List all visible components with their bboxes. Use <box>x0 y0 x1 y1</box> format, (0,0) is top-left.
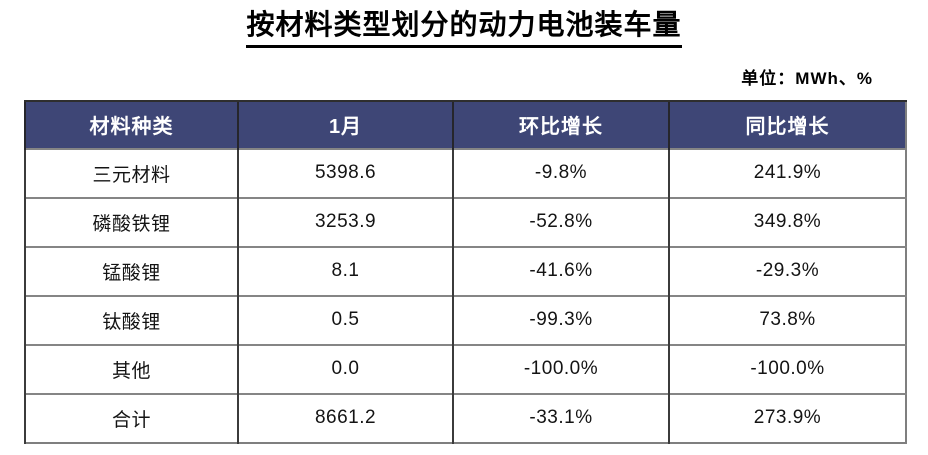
cell-material: 锰酸锂 <box>24 245 238 296</box>
unit-label: 单位：MWh、% <box>741 68 873 88</box>
cell-yoy-growth: -29.3% <box>668 245 906 296</box>
cell-mom-growth: -52.8% <box>452 196 669 247</box>
cell-january: 0.0 <box>237 343 453 394</box>
column-header-mom-growth: 环比增长 <box>452 99 669 149</box>
column-header-material: 材料种类 <box>24 99 238 149</box>
cell-yoy-growth: 273.9% <box>668 392 906 443</box>
cell-yoy-growth: 241.9% <box>668 147 906 198</box>
table-row-total: 合计 8661.2 -33.1% 273.9% <box>24 392 906 443</box>
cell-mom-growth: -100.0% <box>452 343 669 394</box>
table-header-row: 材料种类 1月 环比增长 同比增长 <box>24 99 906 149</box>
cell-january: 0.5 <box>237 294 453 345</box>
cell-january: 8661.2 <box>237 392 453 443</box>
cell-mom-growth: -33.1% <box>452 392 669 443</box>
table-row: 其他 0.0 -100.0% -100.0% <box>24 343 906 394</box>
battery-install-table: 材料种类 1月 环比增长 同比增长 三元材料 5398.6 -9.8% 241.… <box>24 99 907 444</box>
title-container: 按材料类型划分的动力电池装车量 <box>0 0 928 48</box>
table-row: 磷酸铁锂 3253.9 -52.8% 349.8% <box>24 196 906 247</box>
cell-material: 其他 <box>24 343 238 394</box>
cell-january: 5398.6 <box>237 147 453 198</box>
column-header-january: 1月 <box>237 99 453 149</box>
table-row: 三元材料 5398.6 -9.8% 241.9% <box>24 147 906 198</box>
table-row: 锰酸锂 8.1 -41.6% -29.3% <box>24 245 906 296</box>
cell-material: 三元材料 <box>24 147 238 198</box>
cell-january: 8.1 <box>237 245 453 296</box>
cell-material: 磷酸铁锂 <box>24 196 238 247</box>
cell-material: 合计 <box>24 392 238 443</box>
column-header-yoy-growth: 同比增长 <box>668 99 906 149</box>
table-row: 钛酸锂 0.5 -99.3% 73.8% <box>24 294 906 345</box>
cell-mom-growth: -9.8% <box>452 147 669 198</box>
cell-yoy-growth: 73.8% <box>668 294 906 345</box>
cell-mom-growth: -41.6% <box>452 245 669 296</box>
cell-january: 3253.9 <box>237 196 453 247</box>
cell-yoy-growth: 349.8% <box>668 196 906 247</box>
page-title: 按材料类型划分的动力电池装车量 <box>246 8 682 48</box>
cell-material: 钛酸锂 <box>24 294 238 345</box>
cell-yoy-growth: -100.0% <box>668 343 906 394</box>
cell-mom-growth: -99.3% <box>452 294 669 345</box>
